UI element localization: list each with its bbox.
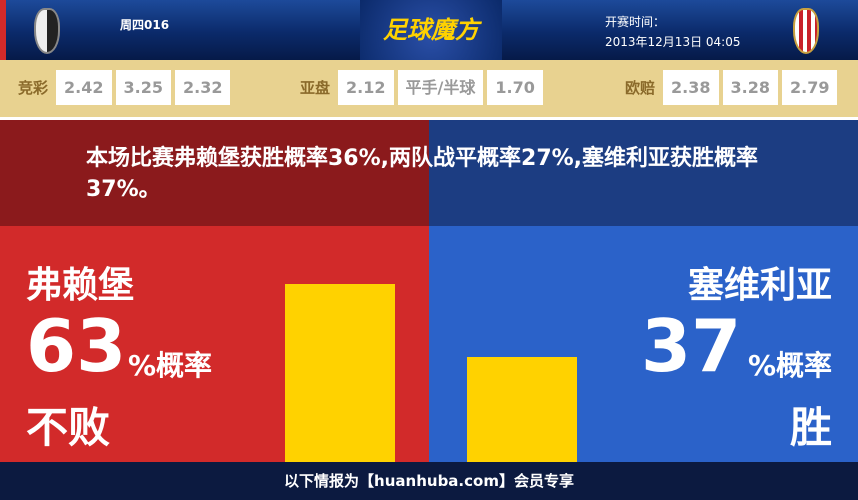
home-team-crest-icon [34, 8, 60, 54]
kickoff-info: 开赛时间： 2013年12月13日 04:05 [605, 12, 740, 52]
away-result: 胜 [789, 403, 832, 452]
odds-jingcai: 竞彩 2.42 3.25 2.32 [18, 70, 231, 105]
away-percent: 37 [641, 304, 742, 388]
kickoff-time: 2013年12月13日 04:05 [605, 35, 741, 49]
summary-bg-away [429, 120, 858, 226]
odds-value: 2.79 [781, 70, 838, 105]
away-team-name: 塞维利亚 [687, 265, 832, 306]
odds-bar: 竞彩 2.42 3.25 2.32 亚盘 2.12 平手/半球 1.70 欧赔 … [0, 60, 858, 117]
odds-label: 竞彩 [18, 79, 49, 97]
away-team-crest-icon [793, 8, 819, 54]
odds-value: 3.28 [722, 70, 778, 105]
odds-label: 亚盘 [300, 79, 331, 97]
home-result: 不败 [26, 403, 111, 452]
summary-text: 本场比赛弗赖堡获胜概率36%,两队战平概率27%,塞维利亚获胜概率37%。 [86, 146, 759, 202]
odds-value: 2.12 [338, 70, 394, 105]
odds-value: 2.42 [56, 70, 112, 105]
members-only-footer[interactable]: 以下情报为【huanhuba.com】会员专享 [0, 462, 858, 500]
home-percent-unit: %概率 [128, 349, 213, 382]
summary-bg-home [0, 120, 429, 226]
home-panel: 弗赖堡 63 %概率 不败 [0, 226, 429, 462]
odds-oupei: 欧赔 2.38 3.28 2.79 [625, 70, 838, 105]
match-number: 周四016 [120, 18, 170, 32]
odds-value: 平手/半球 [397, 70, 484, 105]
kickoff-label: 开赛时间： [605, 15, 666, 29]
odds-yapan: 亚盘 2.12 平手/半球 1.70 [300, 70, 543, 105]
home-probability-bar [285, 284, 395, 462]
home-percent: 63 [26, 304, 127, 388]
away-probability-bar [467, 357, 577, 462]
odds-label: 欧赔 [625, 79, 656, 97]
odds-value: 3.25 [115, 70, 171, 105]
odds-value: 2.38 [663, 70, 719, 105]
odds-value: 2.32 [174, 70, 231, 105]
match-header: 周四016 足球魔方 开赛时间： 2013年12月13日 04:05 [0, 0, 858, 60]
accent-stripe [0, 0, 6, 60]
away-percent-unit: %概率 [747, 349, 832, 382]
home-team-name: 弗赖堡 [26, 265, 135, 306]
away-panel: 塞维利亚 37 %概率 胜 [429, 226, 858, 462]
odds-value: 1.70 [487, 70, 543, 105]
logo: 足球魔方 [360, 0, 502, 60]
